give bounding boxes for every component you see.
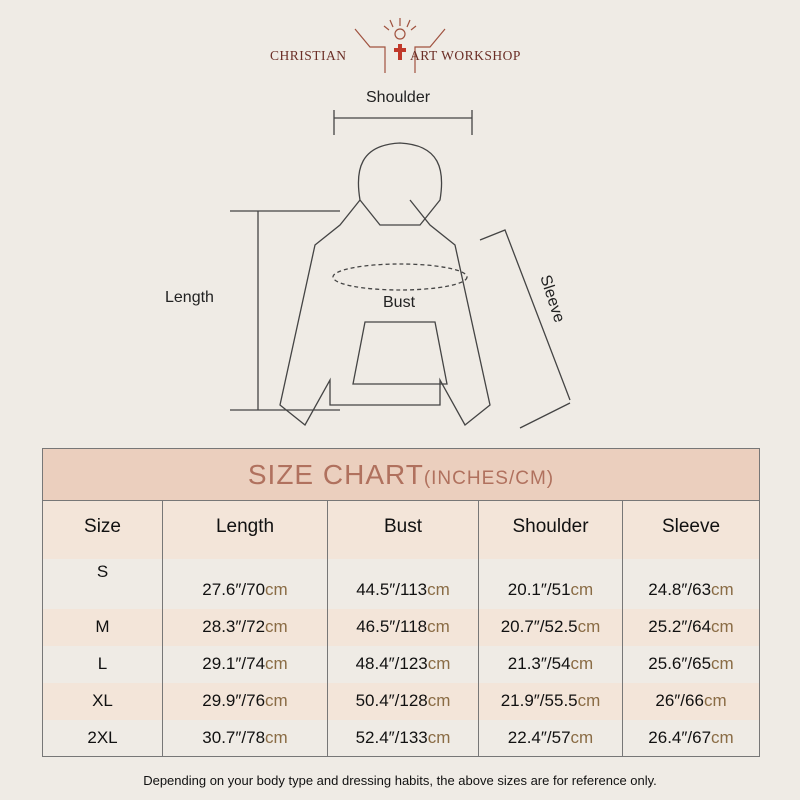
disclaimer-note: Depending on your body type and dressing… xyxy=(143,773,657,788)
size-cell: XL xyxy=(42,682,163,720)
measurement-cell: 46.5″/118cm xyxy=(327,608,479,646)
size-cell: L xyxy=(42,645,163,683)
measurement-cell: 26.4″/67cm xyxy=(622,719,760,757)
col-header: Length xyxy=(162,500,328,559)
jesus-logo-icon xyxy=(354,18,446,73)
table-row: S 27.6″/70cm 44.5″/113cm 20.1″/51cm 24.8″/63… xyxy=(42,558,760,609)
measurement-cell: 50.4″/128cm xyxy=(327,682,479,720)
table-row: XL 29.9″/76cm 50.4″/128cm 21.9″/55.5cm 26″/6… xyxy=(42,682,760,720)
measurement-cell: 29.9″/76cm xyxy=(162,682,328,720)
hoodie-diagram xyxy=(230,110,571,429)
col-header: Size xyxy=(42,500,163,559)
measurement-cell: 29.1″/74cm xyxy=(162,645,328,683)
measurement-cell: 20.7″/52.5cm xyxy=(478,608,623,646)
table-row: 2XL 30.7″/78cm 52.4″/133cm 22.4″/57cm 26.4″/… xyxy=(42,719,760,757)
measurement-cell: 26″/66cm xyxy=(622,682,760,720)
length-label: Length xyxy=(165,289,214,306)
measurement-cell: 21.3″/54cm xyxy=(478,645,623,683)
measurement-cell: 21.9″/55.5cm xyxy=(478,682,623,720)
size-cell: M xyxy=(42,608,163,646)
size-cell: S xyxy=(42,558,163,609)
size-chart-table: SIZE CHART(INCHES/CM) Size Length Bust S… xyxy=(42,448,760,757)
measurement-cell: 22.4″/57cm xyxy=(478,719,623,757)
bust-label: Bust xyxy=(383,294,416,311)
measurement-cell: 20.1″/51cm xyxy=(478,558,623,609)
shoulder-label: Shoulder xyxy=(366,89,431,106)
measurement-cell: 30.7″/78cm xyxy=(162,719,328,757)
table-row: L 29.1″/74cm 48.4″/123cm 21.3″/54cm 25.6″/65… xyxy=(42,645,760,683)
measurement-cell: 24.8″/63cm xyxy=(622,558,760,609)
measurement-cell: 27.6″/70cm xyxy=(162,558,328,609)
size-cell: 2XL xyxy=(42,719,163,757)
size-chart-title: SIZE CHART(INCHES/CM) xyxy=(42,448,760,501)
measurement-cell: 25.2″/64cm xyxy=(622,608,760,646)
col-header: Shoulder xyxy=(478,500,623,559)
col-header: Sleeve xyxy=(622,500,760,559)
header-row: Size Length Bust Shoulder Sleeve xyxy=(42,500,760,559)
table-row: M 28.3″/72cm 46.5″/118cm 20.7″/52.5cm 25.2″/… xyxy=(42,608,760,646)
measurement-cell: 25.6″/65cm xyxy=(622,645,760,683)
col-header: Bust xyxy=(327,500,479,559)
brand-right: ART WORKSHOP xyxy=(410,48,521,63)
measurement-cell: 52.4″/133cm xyxy=(327,719,479,757)
measurement-cell: 28.3″/72cm xyxy=(162,608,328,646)
brand-left: CHRISTIAN xyxy=(270,48,347,63)
measurement-cell: 48.4″/123cm xyxy=(327,645,479,683)
measurement-cell: 44.5″/113cm xyxy=(327,558,479,609)
